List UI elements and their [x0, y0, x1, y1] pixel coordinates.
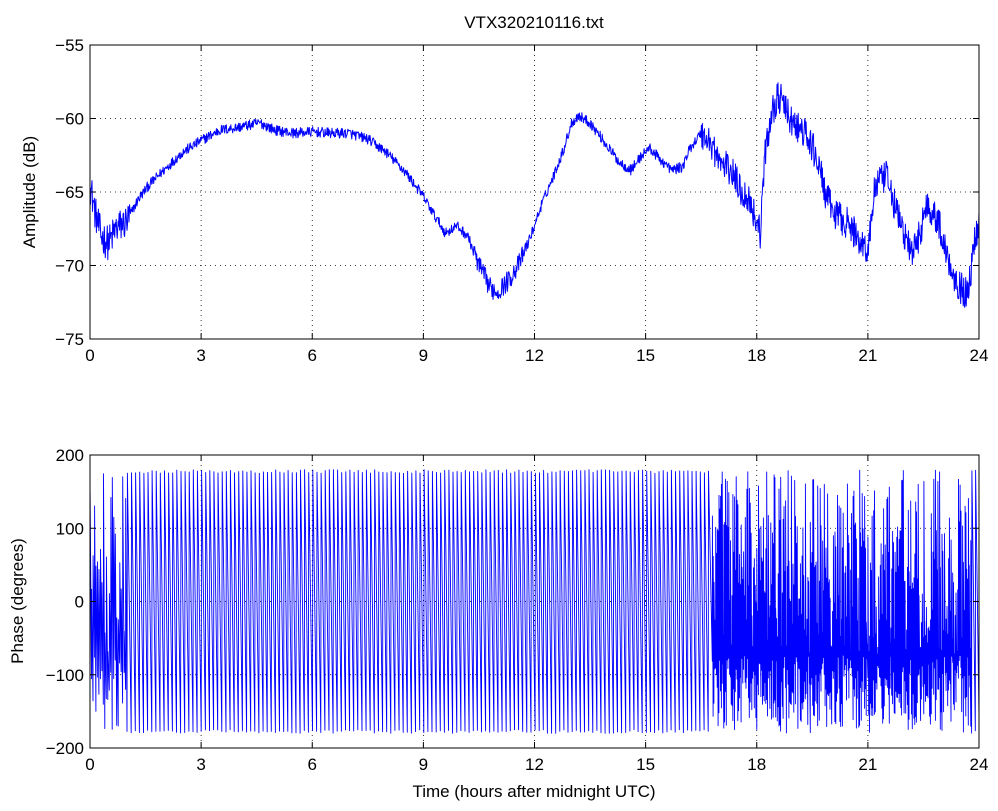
phase-x-tick-label: 12 [525, 755, 544, 774]
phase-y-tick-label: 0 [75, 593, 84, 612]
phase-y-tick-label: −200 [46, 739, 84, 758]
amplitude-x-tick-label: 24 [970, 346, 989, 365]
amplitude-x-tick-label: 21 [858, 346, 877, 365]
amplitude-plot: VTX320210116.txt Amplitude (dB) 0 3 6 9 12 15… [20, 13, 988, 365]
amplitude-x-tick-label: 0 [85, 346, 94, 365]
phase-plot: Phase (degrees) Time (hours after midnig… [8, 446, 988, 801]
amplitude-plot-y-axis-label: Amplitude (dB) [20, 136, 39, 248]
phase-x-tick-label: 15 [636, 755, 655, 774]
phase-x-tick-label: 18 [747, 755, 766, 774]
phase-x-tick-label: 0 [85, 755, 94, 774]
phase-plot-y-axis-label: Phase (degrees) [8, 538, 27, 664]
phase-x-tick-label: 3 [196, 755, 205, 774]
amplitude-y-tick-label: −65 [55, 183, 84, 202]
amplitude-y-tick-label: −60 [55, 110, 84, 129]
phase-x-tick-label: 24 [970, 755, 989, 774]
amplitude-x-tick-label: 3 [196, 346, 205, 365]
amplitude-y-tick-label: −55 [55, 36, 84, 55]
phase-plot-x-axis-label: Time (hours after midnight UTC) [412, 782, 655, 801]
phase-series-line [89, 469, 980, 734]
phase-y-tick-label: −100 [46, 666, 84, 685]
amplitude-y-tick-label: −75 [55, 330, 84, 349]
amplitude-x-tick-label: 15 [636, 346, 655, 365]
amplitude-x-tick-label: 9 [419, 346, 428, 365]
amplitude-plot-title: VTX320210116.txt [464, 13, 604, 32]
phase-x-tick-label: 21 [858, 755, 877, 774]
phase-y-tick-label: 100 [56, 519, 84, 538]
phase-x-tick-label: 6 [308, 755, 317, 774]
amplitude-x-tick-label: 6 [308, 346, 317, 365]
phase-x-tick-label: 9 [419, 755, 428, 774]
phase-y-tick-label: 200 [56, 446, 84, 465]
amplitude-x-tick-label: 12 [525, 346, 544, 365]
amplitude-y-tick-label: −70 [55, 257, 84, 276]
amplitude-series-line [89, 82, 980, 308]
amplitude-x-tick-label: 18 [747, 346, 766, 365]
